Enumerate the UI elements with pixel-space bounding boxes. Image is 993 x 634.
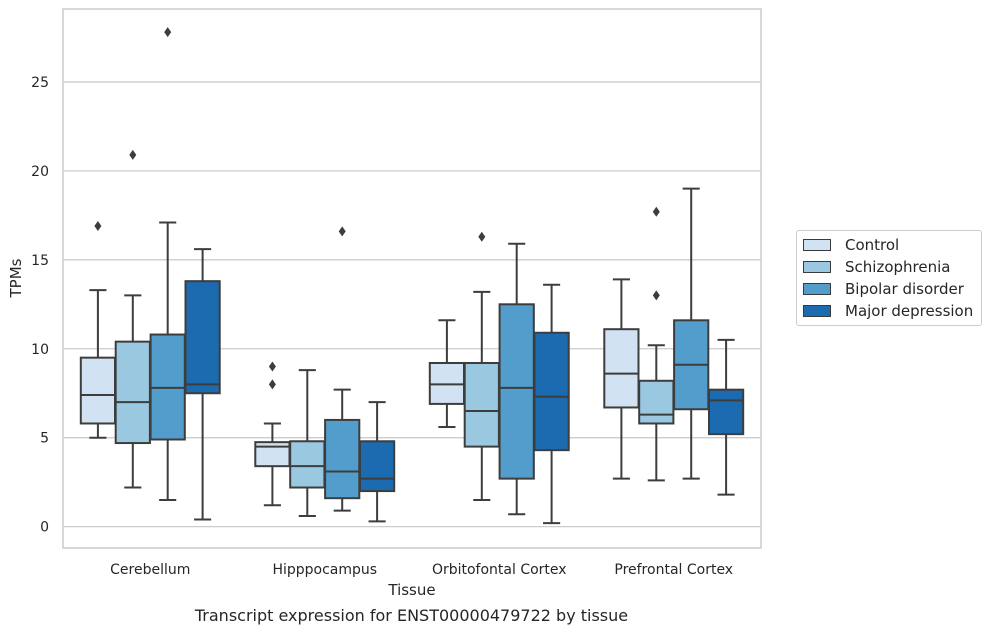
box-control bbox=[254, 361, 291, 507]
box-control bbox=[603, 278, 640, 480]
outlier-point bbox=[478, 231, 486, 242]
legend-swatch-bipolar-disorder bbox=[803, 283, 831, 295]
legend-label-major-depression: Major depression bbox=[845, 302, 974, 320]
x-tick-label: Prefrontal Cortex bbox=[614, 562, 733, 578]
x-axis-label: Tissue bbox=[387, 581, 435, 599]
outlier-point bbox=[268, 361, 276, 372]
box-body bbox=[707, 388, 745, 436]
box-bipolar-disorder bbox=[498, 242, 535, 516]
outlier-point bbox=[338, 226, 346, 237]
y-tick-label: 5 bbox=[40, 431, 49, 447]
box-body bbox=[184, 280, 221, 395]
box-schizophrenia bbox=[638, 206, 675, 482]
y-tick-label: 25 bbox=[31, 75, 49, 91]
box-body bbox=[358, 440, 396, 493]
box-body bbox=[324, 418, 361, 500]
legend-item-schizophrenia: Schizophrenia bbox=[803, 257, 950, 277]
box-body bbox=[498, 303, 535, 480]
outlier-point bbox=[94, 221, 102, 232]
box-bipolar-disorder bbox=[324, 226, 361, 512]
legend-label-control: Control bbox=[845, 236, 900, 254]
box-major-depression bbox=[184, 248, 221, 521]
x-tick-label: Orbitofontal Cortex bbox=[432, 562, 567, 578]
chart-caption: Transcript expression for ENST0000047972… bbox=[194, 606, 629, 625]
y-tick-label: 15 bbox=[31, 253, 49, 269]
outlier-point bbox=[129, 149, 137, 160]
legend-swatch-schizophrenia bbox=[803, 261, 831, 273]
box-control bbox=[79, 221, 117, 439]
outlier-point bbox=[268, 379, 276, 390]
x-tick-label: Hipppocampus bbox=[272, 562, 377, 578]
legend-swatch-major-depression bbox=[803, 305, 831, 317]
box-schizophrenia bbox=[114, 149, 151, 489]
y-tick-label: 0 bbox=[40, 520, 49, 536]
legend-label-bipolar-disorder: Bipolar disorder bbox=[845, 280, 964, 298]
box-body bbox=[79, 356, 117, 425]
outlier-point bbox=[164, 27, 172, 38]
legend-item-major-depression: Major depression bbox=[803, 301, 973, 321]
legend-label-schizophrenia: Schizophrenia bbox=[845, 258, 951, 276]
box-major-depression bbox=[707, 338, 745, 496]
box-schizophrenia bbox=[463, 231, 500, 501]
box-schizophrenia bbox=[289, 369, 326, 517]
y-tick-label: 20 bbox=[31, 164, 49, 180]
y-tick-label: 10 bbox=[31, 342, 49, 358]
box-bipolar-disorder bbox=[149, 27, 186, 501]
box-body bbox=[114, 340, 151, 445]
box-body bbox=[463, 361, 500, 448]
box-major-depression bbox=[533, 283, 570, 525]
legend-item-control: Control bbox=[803, 235, 899, 255]
legend-swatch-control bbox=[803, 239, 831, 251]
box-bipolar-disorder bbox=[673, 187, 710, 480]
y-axis-label: TPMs bbox=[7, 258, 25, 298]
x-tick-label: Cerebellum bbox=[110, 562, 190, 578]
box-body bbox=[638, 379, 675, 425]
plot-area-frame bbox=[62, 8, 762, 549]
legend: Control Schizophrenia Bipolar disorder M… bbox=[796, 230, 982, 326]
x-tick-labels: Cerebellum Hipppocampus Orbitofontal Corte… bbox=[110, 562, 733, 578]
box-body bbox=[603, 328, 640, 409]
y-tick-labels: 0 5 10 15 20 25 bbox=[31, 75, 49, 536]
box-body bbox=[289, 440, 326, 489]
outlier-point bbox=[652, 206, 660, 217]
box-control bbox=[428, 319, 466, 429]
box-body bbox=[533, 331, 570, 452]
legend-item-bipolar-disorder: Bipolar disorder bbox=[803, 279, 964, 299]
boxes bbox=[79, 27, 745, 525]
box-major-depression bbox=[358, 401, 396, 523]
outlier-point bbox=[652, 290, 660, 301]
